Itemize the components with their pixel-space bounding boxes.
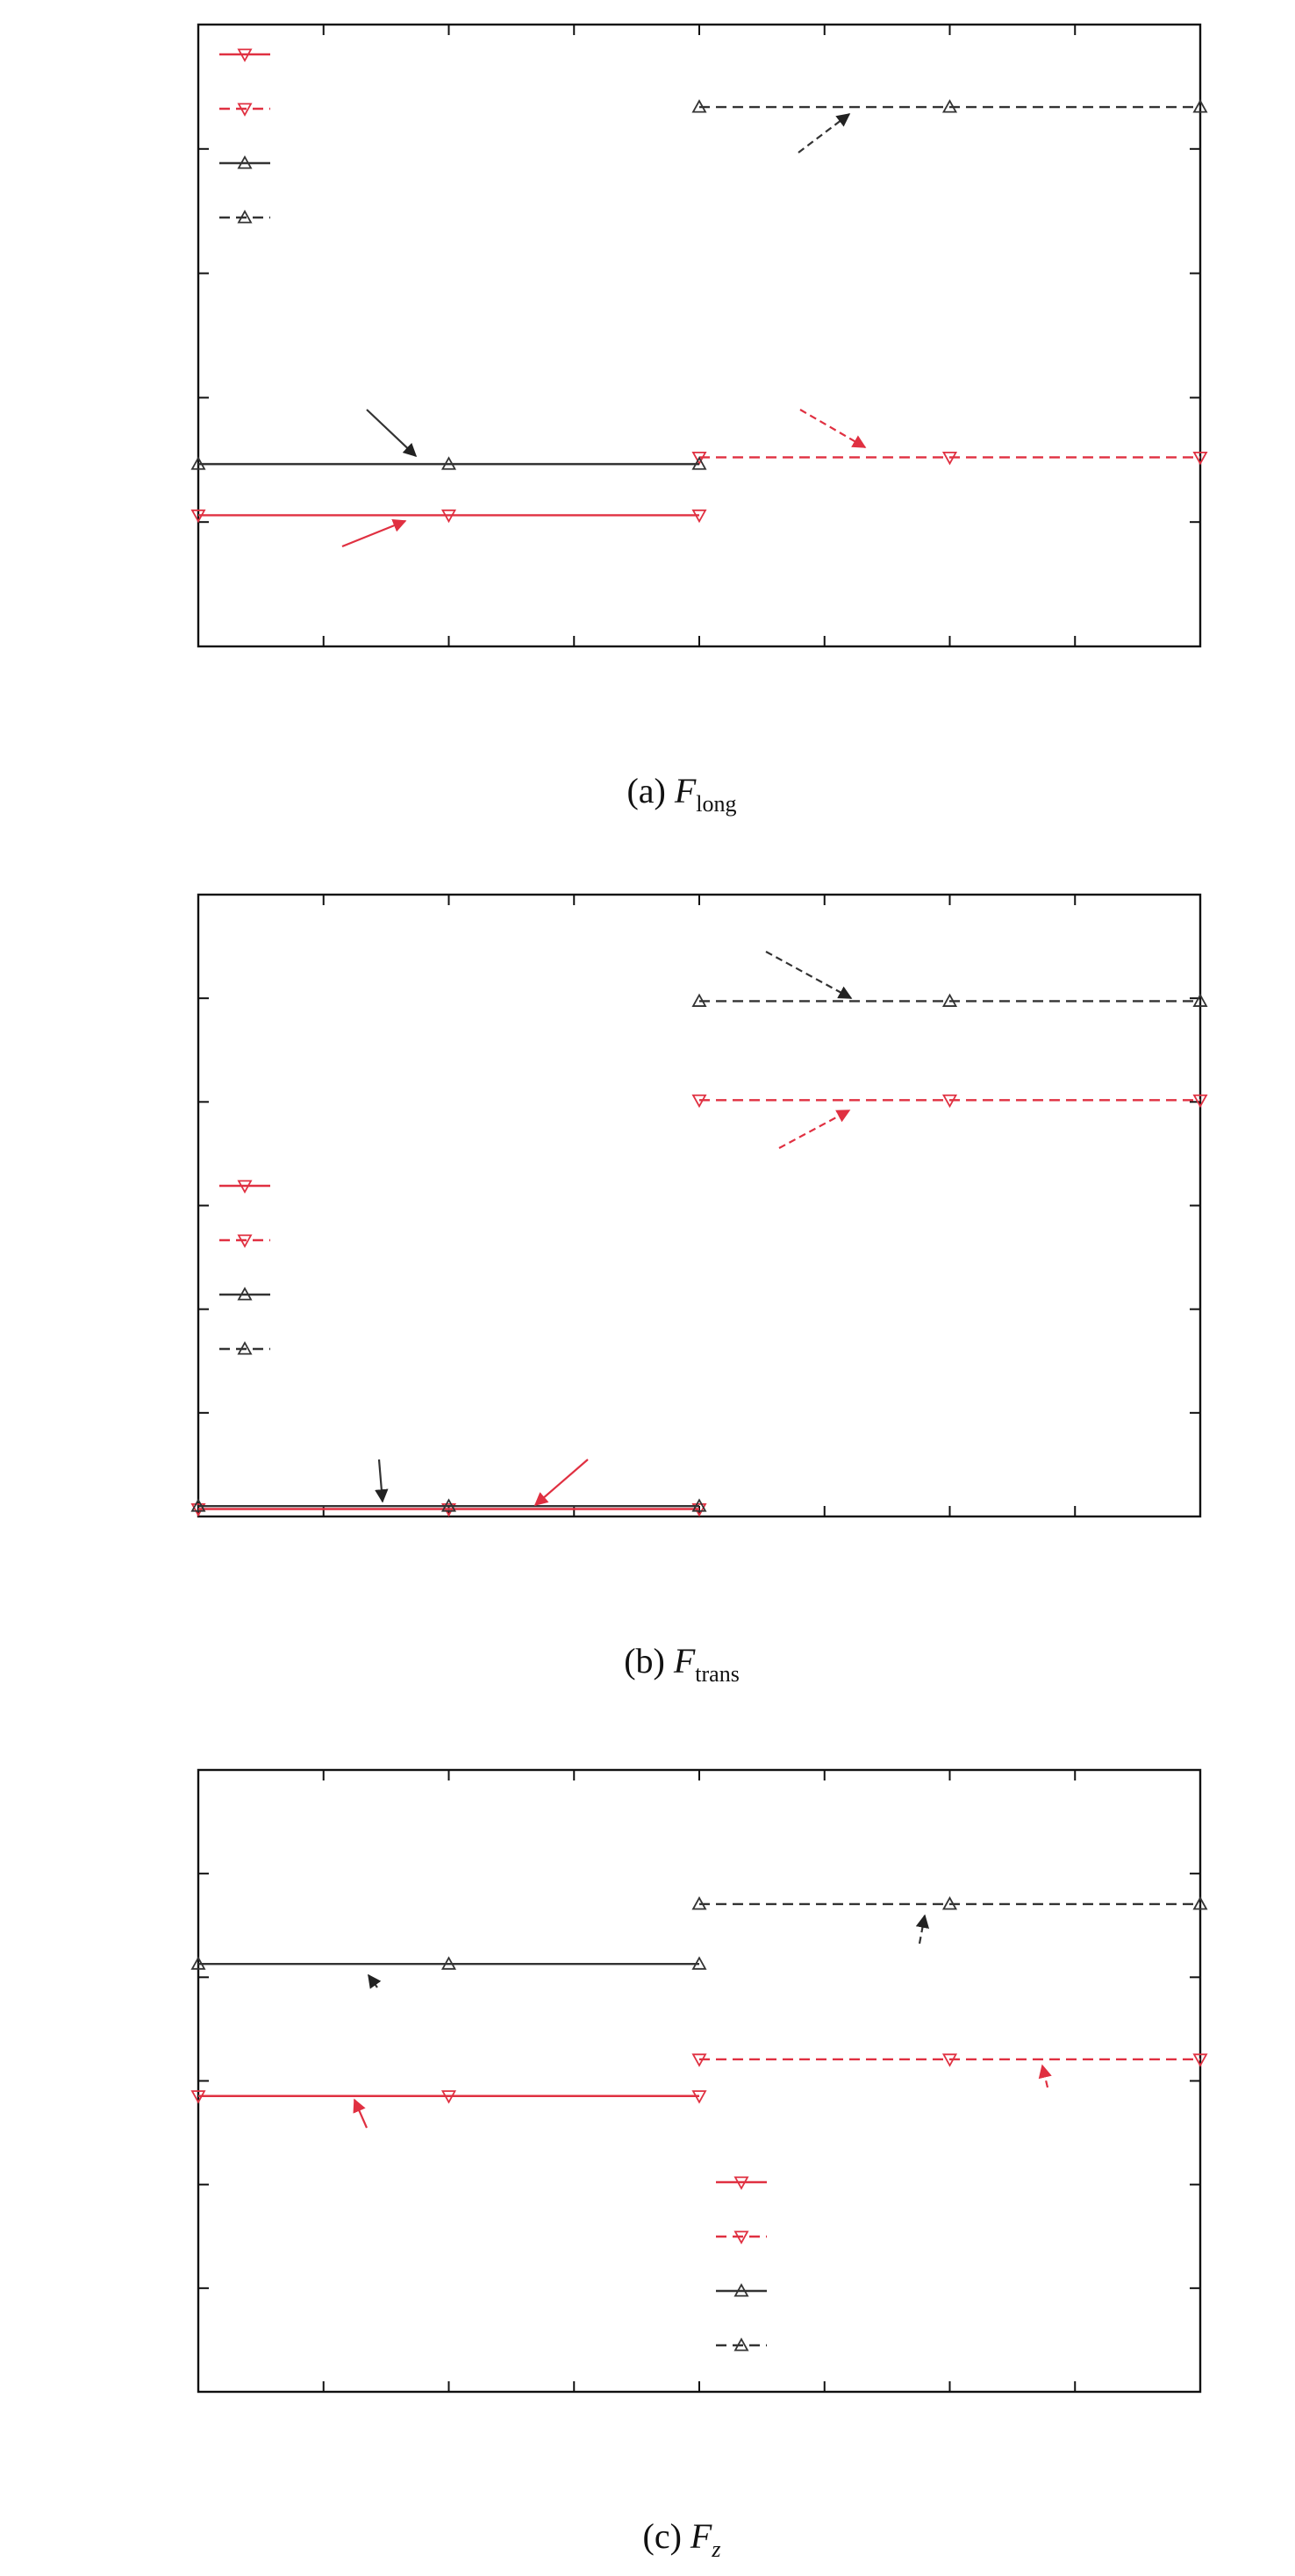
legend-marker xyxy=(237,1341,253,1355)
caption-variable: F xyxy=(674,771,697,810)
data-point xyxy=(691,509,707,524)
legend-marker xyxy=(733,2176,749,2190)
figure-caption: (c) Fz xyxy=(643,2516,721,2562)
legend-marker xyxy=(733,2283,749,2297)
data-point xyxy=(190,509,206,524)
data-point xyxy=(691,1502,707,1517)
data-point xyxy=(190,1502,206,1517)
caption-subscript: z xyxy=(711,2537,720,2562)
annotation-arrow xyxy=(366,409,418,458)
data-point xyxy=(941,2053,958,2067)
figure-caption: (a) Flong xyxy=(626,771,736,817)
annotation-arrow xyxy=(778,1110,851,1149)
legend-marker xyxy=(237,155,253,169)
annotation-arrow xyxy=(368,1973,382,1989)
annotation-arrow xyxy=(341,519,407,548)
data-point xyxy=(190,456,206,470)
data-point xyxy=(190,2090,206,2104)
data-point xyxy=(691,2053,707,2067)
data-point xyxy=(691,99,707,113)
data-point xyxy=(691,451,707,466)
annotation-arrow xyxy=(533,1459,589,1507)
data-point xyxy=(440,2090,457,2104)
legend-marker xyxy=(733,2230,749,2244)
data-point xyxy=(1192,2053,1208,2067)
annotation-arrow xyxy=(798,113,851,153)
annotation-arrow xyxy=(1038,2064,1052,2088)
data-point xyxy=(1192,451,1208,466)
annotation-arrow xyxy=(799,409,867,448)
data-point xyxy=(440,456,457,470)
caption-subscript: long xyxy=(696,791,736,817)
data-point xyxy=(190,1498,206,1512)
caption-variable: F xyxy=(690,2516,712,2556)
data-point xyxy=(941,99,958,113)
data-point xyxy=(440,1956,457,1970)
data-point xyxy=(1192,1896,1208,1910)
data-point xyxy=(440,1498,457,1512)
data-point xyxy=(691,993,707,1007)
plot-frame xyxy=(197,23,1202,648)
figure-caption: (b) Ftrans xyxy=(624,1641,740,1687)
data-point xyxy=(440,509,457,524)
plot-frame xyxy=(197,893,1202,1518)
data-point xyxy=(691,1094,707,1109)
data-point xyxy=(440,1502,457,1517)
caption-prefix: (a) xyxy=(626,771,674,810)
annotation-arrow xyxy=(915,1914,930,1944)
legend-marker xyxy=(237,1180,253,1194)
data-point xyxy=(941,1896,958,1910)
data-point xyxy=(691,1956,707,1970)
legend-marker xyxy=(237,1234,253,1248)
data-point xyxy=(691,456,707,470)
data-point xyxy=(190,1956,206,1970)
data-point xyxy=(691,2090,707,2104)
chart-panel-a: (a) Flong xyxy=(190,23,1208,817)
data-point xyxy=(1192,1094,1208,1109)
legend-marker xyxy=(237,1287,253,1301)
chart-panel-b: (b) Ftrans xyxy=(190,893,1208,1687)
data-point xyxy=(1192,993,1208,1007)
data-point xyxy=(1192,99,1208,113)
caption-prefix: (c) xyxy=(643,2516,690,2556)
legend-marker xyxy=(237,48,253,62)
legend-marker xyxy=(237,210,253,224)
annotation-arrow xyxy=(375,1459,389,1503)
data-point xyxy=(941,451,958,466)
chart-panel-c: (c) Fz xyxy=(190,1768,1208,2562)
legend-marker xyxy=(237,103,253,117)
annotation-arrow xyxy=(353,2098,368,2129)
caption-variable: F xyxy=(673,1641,696,1680)
data-point xyxy=(941,993,958,1007)
caption-subscript: trans xyxy=(695,1661,740,1687)
annotation-arrow xyxy=(765,951,853,999)
caption-prefix: (b) xyxy=(624,1641,674,1680)
data-point xyxy=(941,1094,958,1109)
data-point xyxy=(691,1896,707,1910)
data-point xyxy=(691,1498,707,1512)
plot-frame xyxy=(197,1768,1202,2394)
legend-marker xyxy=(733,2337,749,2351)
